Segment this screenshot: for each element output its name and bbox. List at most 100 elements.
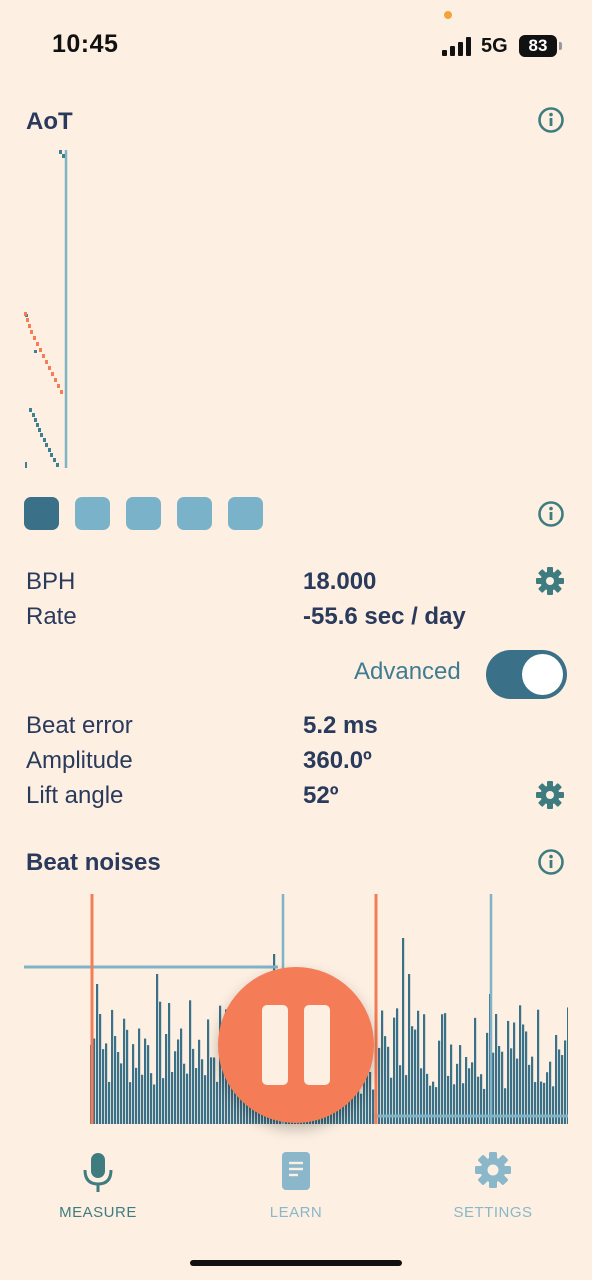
noise-bar bbox=[150, 1073, 153, 1124]
noise-bar bbox=[399, 1065, 402, 1124]
noise-bar bbox=[498, 1045, 501, 1124]
noise-bar bbox=[102, 1049, 105, 1124]
beat-noises-title: Beat noises bbox=[26, 849, 161, 876]
noise-bar bbox=[138, 1028, 141, 1124]
gear-icon[interactable] bbox=[535, 780, 565, 810]
noise-bar bbox=[456, 1063, 459, 1124]
page-square-2[interactable] bbox=[75, 497, 110, 530]
noise-bar bbox=[147, 1045, 150, 1124]
noise-bar bbox=[462, 1083, 465, 1124]
noise-bar bbox=[177, 1039, 180, 1124]
noise-bar bbox=[483, 1088, 486, 1124]
noise-bar bbox=[123, 1018, 126, 1124]
advanced-toggle[interactable] bbox=[486, 650, 567, 699]
noise-bar bbox=[561, 1055, 564, 1124]
book-icon bbox=[282, 1152, 310, 1190]
noise-bar bbox=[354, 1080, 357, 1124]
info-icon[interactable] bbox=[537, 848, 565, 876]
noise-bar bbox=[465, 1056, 468, 1124]
noise-bar bbox=[477, 1076, 480, 1124]
noise-bar bbox=[447, 1075, 450, 1124]
tab-label: SETTINGS bbox=[453, 1204, 533, 1221]
gear-icon[interactable] bbox=[535, 566, 565, 596]
noise-bar bbox=[516, 1058, 519, 1124]
noise-bar bbox=[174, 1051, 177, 1124]
noise-bar bbox=[192, 1048, 195, 1124]
advanced-label: Advanced bbox=[354, 658, 461, 685]
battery-tip bbox=[559, 42, 562, 50]
noise-bar bbox=[402, 938, 405, 1124]
noise-bar bbox=[105, 1043, 108, 1124]
aot-title: AoT bbox=[26, 108, 73, 135]
noise-bar bbox=[231, 1067, 234, 1124]
noise-bar bbox=[381, 1010, 384, 1124]
noise-bar bbox=[132, 1044, 135, 1124]
tab-learn[interactable]: LEARN bbox=[216, 1150, 376, 1221]
page-square-4[interactable] bbox=[177, 497, 212, 530]
noise-bar bbox=[366, 1064, 369, 1124]
pause-icon bbox=[304, 1005, 330, 1085]
beat-error-value: 5.2 ms bbox=[303, 712, 378, 739]
noise-bar bbox=[474, 1017, 477, 1124]
noise-bar bbox=[204, 1075, 207, 1124]
tab-settings[interactable]: SETTINGS bbox=[413, 1150, 573, 1221]
noise-bar bbox=[126, 1029, 129, 1124]
noise-bar bbox=[453, 1084, 456, 1124]
noise-bar bbox=[480, 1074, 483, 1124]
noise-bar bbox=[207, 1019, 210, 1124]
noise-bar bbox=[531, 1056, 534, 1124]
noise-bar bbox=[117, 1052, 120, 1124]
noise-bar bbox=[198, 1039, 201, 1124]
noise-bar bbox=[426, 1073, 429, 1124]
info-icon[interactable] bbox=[537, 500, 565, 528]
noise-bar bbox=[129, 1082, 132, 1124]
pause-button[interactable] bbox=[218, 967, 374, 1123]
noise-bar bbox=[492, 1052, 495, 1124]
home-indicator[interactable] bbox=[190, 1260, 402, 1266]
noise-bar bbox=[567, 1007, 568, 1124]
noise-bar bbox=[468, 1068, 471, 1124]
noise-bar bbox=[432, 1081, 435, 1124]
noise-bar bbox=[99, 1014, 102, 1124]
amplitude-label: Amplitude bbox=[26, 747, 133, 774]
noise-bar bbox=[552, 1086, 555, 1124]
noise-bar bbox=[411, 1026, 414, 1124]
noise-bar bbox=[513, 1022, 516, 1124]
amplitude-value: 360.0º bbox=[303, 747, 372, 774]
noise-bar bbox=[522, 1024, 525, 1124]
rate-label: Rate bbox=[26, 603, 77, 630]
noise-bar bbox=[168, 1002, 171, 1124]
noise-bar bbox=[423, 1014, 426, 1124]
noise-bar bbox=[171, 1071, 174, 1124]
tab-measure[interactable]: MEASURE bbox=[18, 1150, 178, 1221]
toggle-knob bbox=[522, 654, 563, 695]
noise-bar bbox=[108, 1081, 111, 1124]
noise-bar bbox=[435, 1087, 438, 1124]
noise-bar bbox=[549, 1061, 552, 1124]
noise-bar bbox=[555, 1034, 558, 1124]
noise-bar bbox=[558, 1049, 561, 1124]
noise-bar bbox=[165, 1034, 168, 1124]
noise-bar bbox=[186, 1073, 189, 1124]
mic-in-use-indicator bbox=[444, 11, 452, 19]
battery-icon: 83 bbox=[519, 35, 557, 57]
page-square-3[interactable] bbox=[126, 497, 161, 530]
noise-bar bbox=[213, 1057, 216, 1124]
noise-bar bbox=[363, 1076, 366, 1124]
noise-bar bbox=[96, 984, 99, 1124]
noise-bar bbox=[216, 1081, 219, 1124]
noise-bar bbox=[141, 1074, 144, 1124]
tab-label: LEARN bbox=[269, 1204, 323, 1221]
info-icon[interactable] bbox=[537, 106, 565, 134]
noise-bar bbox=[384, 1036, 387, 1124]
lift-angle-label: Lift angle bbox=[26, 782, 124, 809]
noise-bar bbox=[438, 1040, 441, 1124]
page-square-5[interactable] bbox=[228, 497, 263, 530]
aot-plot bbox=[24, 150, 68, 468]
noise-bar bbox=[504, 1088, 507, 1124]
noise-bar bbox=[396, 1008, 399, 1124]
noise-bar bbox=[180, 1028, 183, 1124]
page-square-1[interactable] bbox=[24, 497, 59, 530]
noise-bar bbox=[495, 1014, 498, 1124]
noise-bar bbox=[183, 1063, 186, 1124]
